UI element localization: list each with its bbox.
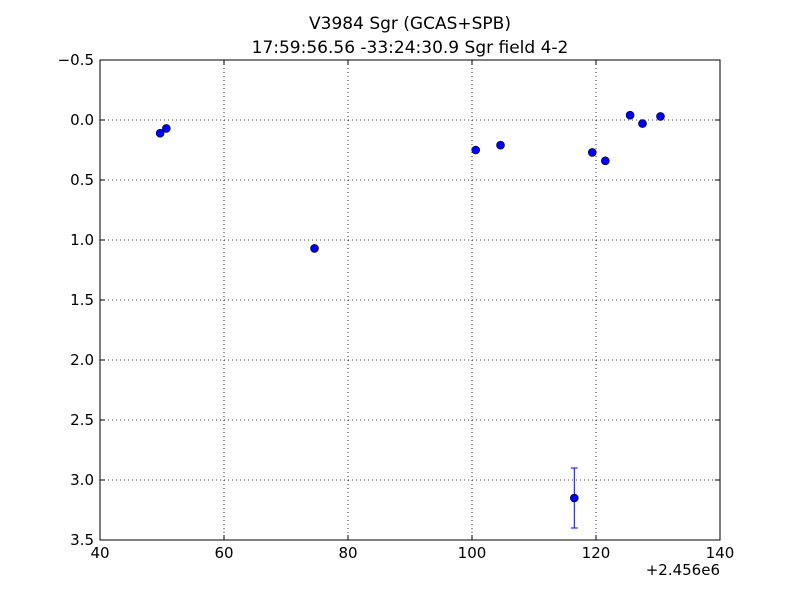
data-point [310,244,319,253]
x-tick-label: 140 [706,544,735,562]
x-tick-label: 80 [338,544,357,562]
y-tick-label: 2.0 [70,351,94,369]
chart-title: V3984 Sgr (GCAS+SPB) [309,14,511,34]
x-tick-label: 40 [90,544,109,562]
data-point [587,148,597,157]
y-tick-label: −0.5 [58,51,94,69]
y-tick-label: 3.0 [70,471,94,489]
y-tick-label: 0.5 [70,171,94,189]
data-point [471,145,481,155]
x-offset-label: +2.456e6 [646,561,720,579]
data-point [638,119,647,128]
x-tick-label: 100 [458,544,487,562]
axis-ticks: 40 60 80 100 120 140 −0.5 0.0 0.5 1.0 1.5 2.0 2.5 3.0… [58,51,735,562]
y-tick-label: 1.0 [70,231,94,249]
data-point [600,156,610,166]
data-point [656,112,665,121]
x-tick-label: 120 [582,544,611,562]
data-point [162,124,171,133]
data-point [625,110,635,120]
y-tick-label: 3.5 [70,531,94,549]
data-points [155,110,665,529]
chart-subtitle: 17:59:56.56 -33:24:30.9 Sgr field 4-2 [252,38,569,58]
y-tick-label: 1.5 [70,291,94,309]
data-point [569,493,579,503]
y-tick-label: 0.0 [70,111,94,129]
data-point [496,140,505,150]
x-tick-label: 60 [214,544,233,562]
y-tick-label: 2.5 [70,411,94,429]
grid [100,60,720,540]
plot-frame [99,59,721,541]
data-point [155,128,165,138]
